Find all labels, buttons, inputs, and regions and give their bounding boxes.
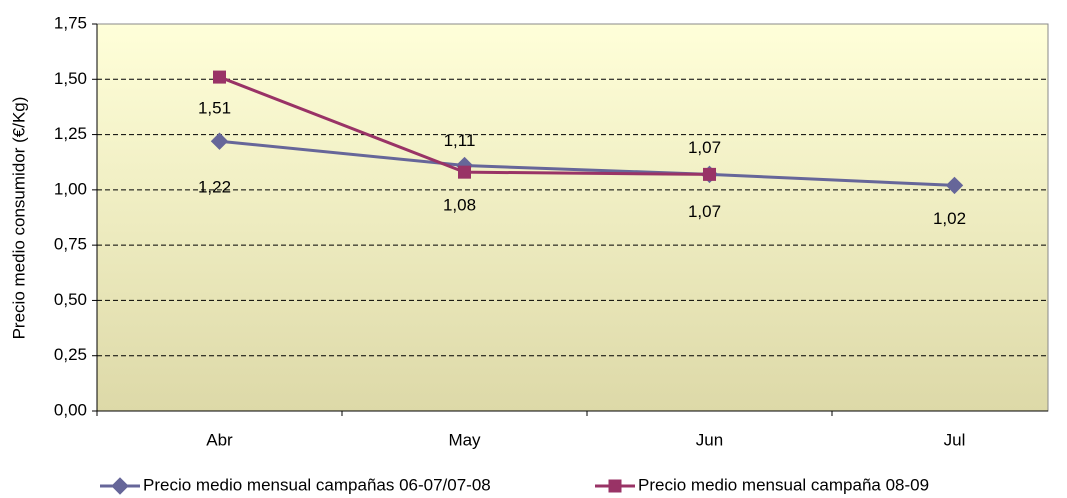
legend-label: Precio medio mensual campañas 06-07/07-0… bbox=[143, 475, 491, 494]
y-tick-label: 1,25 bbox=[54, 124, 87, 143]
marker bbox=[458, 165, 471, 179]
x-tick-label: Jun bbox=[696, 430, 723, 449]
marker bbox=[213, 70, 226, 84]
y-tick-label: 0,75 bbox=[54, 235, 87, 254]
marker bbox=[210, 132, 229, 150]
legend-label: Precio medio mensual campaña 08-09 bbox=[638, 475, 929, 494]
marker bbox=[608, 479, 622, 493]
y-tick-label: 1,00 bbox=[54, 179, 87, 198]
y-tick-label: 1,75 bbox=[54, 13, 87, 32]
data-label: 1,11 bbox=[444, 131, 476, 150]
data-label: 1,02 bbox=[933, 209, 966, 228]
data-label: 1,07 bbox=[688, 138, 721, 157]
x-tick-label: May bbox=[448, 430, 481, 449]
y-axis-title: Precio medio consumidor (€/Kg) bbox=[9, 97, 28, 340]
data-label: 1,08 bbox=[443, 196, 476, 215]
plot-area bbox=[96, 23, 1049, 412]
y-tick-label: 1,50 bbox=[54, 69, 87, 88]
y-tick-label: 0,00 bbox=[54, 400, 87, 419]
data-label: 1,07 bbox=[688, 202, 721, 221]
x-tick-label: Jul bbox=[944, 430, 966, 449]
marker bbox=[945, 176, 964, 195]
marker bbox=[111, 477, 129, 495]
y-tick-label: 0,25 bbox=[54, 345, 87, 364]
y-tick-label: 0,50 bbox=[54, 290, 87, 309]
series-line bbox=[219, 139, 955, 187]
marker bbox=[703, 167, 716, 181]
data-label: 1,22 bbox=[198, 178, 231, 197]
data-label: 1,51 bbox=[198, 99, 231, 118]
x-tick-label: Abr bbox=[206, 430, 233, 449]
